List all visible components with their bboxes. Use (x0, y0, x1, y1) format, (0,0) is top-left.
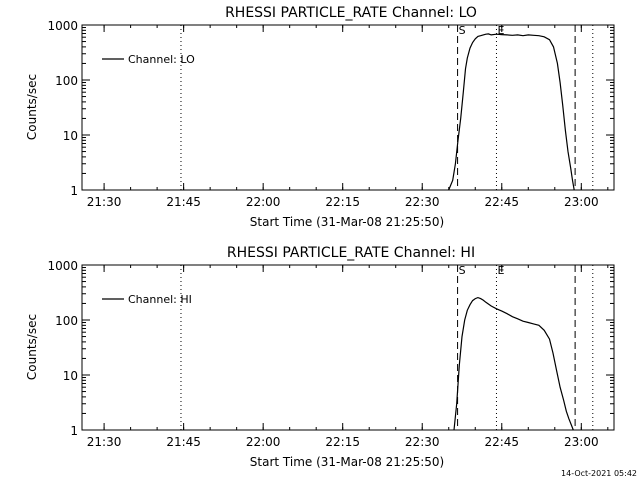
x-tick-label: 21:30 (87, 435, 122, 449)
x-tick-label: 22:45 (484, 435, 519, 449)
y-axis-label: Counts/sec (25, 314, 39, 380)
x-tick-label: 22:45 (484, 195, 519, 209)
x-tick-label: 22:15 (325, 195, 360, 209)
y-tick-label: 1000 (47, 259, 78, 273)
marker-label: E (497, 24, 504, 37)
x-axis-label: Start Time (31-Mar-08 21:25:50) (250, 215, 444, 229)
marker-label: E (497, 264, 504, 277)
footer-timestamp: 14-Oct-2021 05:42 (561, 469, 637, 478)
x-tick-label: 21:45 (166, 435, 201, 449)
x-tick-label: 22:15 (325, 435, 360, 449)
y-tick-label: 100 (55, 314, 78, 328)
plot-frame (81, 24, 615, 191)
x-tick-label: 23:00 (564, 195, 599, 209)
series-line (448, 33, 575, 191)
plot-frame (81, 264, 615, 431)
chart-panel-hi: RHESSI PARTICLE_RATE Channel: HI Start T… (25, 245, 615, 469)
x-tick-label: 21:45 (166, 195, 201, 209)
x-axis-label: Start Time (31-Mar-08 21:25:50) (250, 455, 444, 469)
legend-label: Channel: HI (128, 293, 192, 306)
marker-label: S (459, 264, 466, 277)
y-axis-label: Counts/sec (25, 74, 39, 140)
x-tick-label: 22:30 (405, 435, 440, 449)
y-tick-label: 10 (63, 129, 78, 143)
y-tick-label: 1 (70, 424, 78, 438)
x-tick-label: 22:30 (405, 195, 440, 209)
x-tick-label: 22:00 (246, 195, 281, 209)
y-tick-label: 1000 (47, 19, 78, 33)
series-line (453, 296, 574, 431)
marker-label: S (459, 24, 466, 37)
chart-title: RHESSI PARTICLE_RATE Channel: LO (225, 5, 477, 21)
chart-panel-lo: RHESSI PARTICLE_RATE Channel: LO Start T… (25, 5, 615, 229)
x-tick-label: 21:30 (87, 195, 122, 209)
x-tick-label: 23:00 (564, 435, 599, 449)
y-tick-label: 10 (63, 369, 78, 383)
y-tick-label: 1 (70, 184, 78, 198)
legend-label: Channel: LO (128, 53, 195, 66)
y-tick-label: 100 (55, 74, 78, 88)
chart-title: RHESSI PARTICLE_RATE Channel: HI (227, 245, 475, 261)
x-tick-label: 22:00 (246, 435, 281, 449)
